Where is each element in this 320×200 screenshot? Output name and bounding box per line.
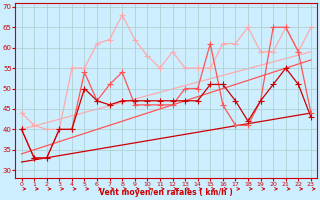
X-axis label: Vent moyen/en rafales ( km/h ): Vent moyen/en rafales ( km/h )	[100, 188, 233, 197]
